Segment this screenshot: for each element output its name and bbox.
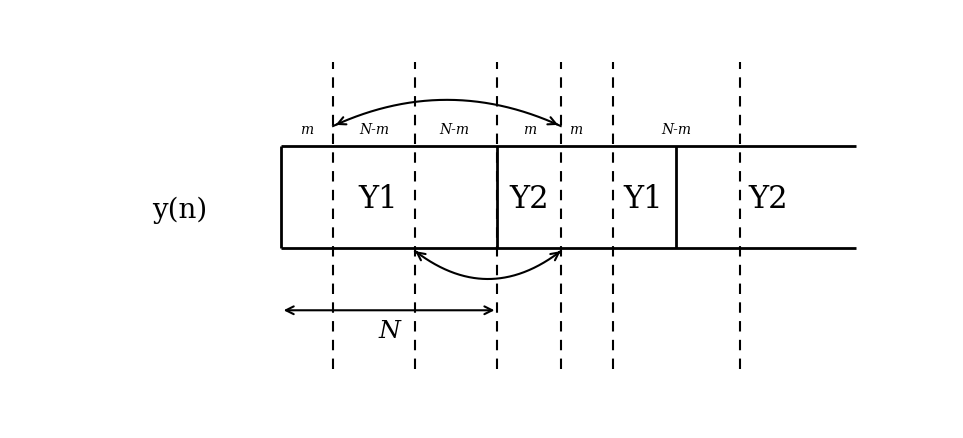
Text: N-m: N-m: [662, 123, 691, 137]
Text: m: m: [569, 123, 583, 137]
Text: Y1: Y1: [358, 184, 398, 215]
Text: m: m: [523, 123, 536, 137]
Text: Y2: Y2: [748, 184, 788, 215]
Text: Y2: Y2: [509, 184, 549, 215]
Text: m: m: [300, 123, 314, 137]
Text: Y1: Y1: [623, 184, 663, 215]
Text: N-m: N-m: [440, 123, 470, 137]
Text: N: N: [378, 319, 400, 342]
Text: N-m: N-m: [359, 123, 389, 137]
Text: y(n): y(n): [152, 196, 208, 223]
